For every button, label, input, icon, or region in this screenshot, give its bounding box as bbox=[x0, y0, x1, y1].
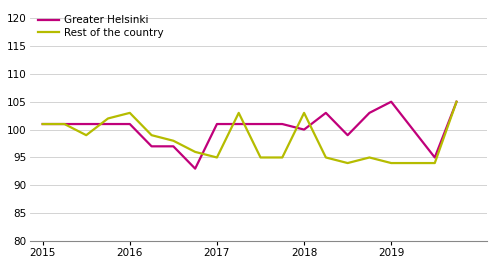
Rest of the country bbox=[345, 161, 351, 165]
Rest of the country bbox=[410, 161, 416, 165]
Rest of the country bbox=[170, 139, 176, 142]
Greater Helsinki bbox=[105, 122, 111, 126]
Line: Greater Helsinki: Greater Helsinki bbox=[42, 102, 456, 169]
Rest of the country bbox=[83, 134, 89, 137]
Greater Helsinki bbox=[279, 122, 285, 126]
Greater Helsinki bbox=[301, 128, 307, 131]
Greater Helsinki bbox=[323, 111, 329, 114]
Greater Helsinki bbox=[453, 100, 459, 103]
Greater Helsinki bbox=[40, 122, 45, 126]
Greater Helsinki bbox=[192, 167, 198, 170]
Rest of the country bbox=[388, 161, 394, 165]
Greater Helsinki bbox=[214, 122, 220, 126]
Rest of the country bbox=[40, 122, 45, 126]
Rest of the country bbox=[105, 117, 111, 120]
Greater Helsinki bbox=[236, 122, 242, 126]
Rest of the country bbox=[214, 156, 220, 159]
Rest of the country bbox=[127, 111, 133, 114]
Greater Helsinki bbox=[345, 134, 351, 137]
Rest of the country bbox=[453, 100, 459, 103]
Greater Helsinki bbox=[149, 145, 155, 148]
Greater Helsinki bbox=[388, 100, 394, 103]
Rest of the country bbox=[236, 111, 242, 114]
Greater Helsinki bbox=[127, 122, 133, 126]
Legend: Greater Helsinki, Rest of the country: Greater Helsinki, Rest of the country bbox=[35, 12, 166, 41]
Rest of the country bbox=[192, 150, 198, 153]
Rest of the country bbox=[432, 161, 438, 165]
Line: Rest of the country: Rest of the country bbox=[42, 102, 456, 163]
Greater Helsinki bbox=[257, 122, 263, 126]
Rest of the country bbox=[149, 134, 155, 137]
Rest of the country bbox=[61, 122, 67, 126]
Greater Helsinki bbox=[367, 111, 372, 114]
Greater Helsinki bbox=[83, 122, 89, 126]
Rest of the country bbox=[367, 156, 372, 159]
Greater Helsinki bbox=[61, 122, 67, 126]
Rest of the country bbox=[323, 156, 329, 159]
Greater Helsinki bbox=[410, 128, 416, 131]
Greater Helsinki bbox=[432, 156, 438, 159]
Rest of the country bbox=[279, 156, 285, 159]
Greater Helsinki bbox=[170, 145, 176, 148]
Rest of the country bbox=[257, 156, 263, 159]
Rest of the country bbox=[301, 111, 307, 114]
